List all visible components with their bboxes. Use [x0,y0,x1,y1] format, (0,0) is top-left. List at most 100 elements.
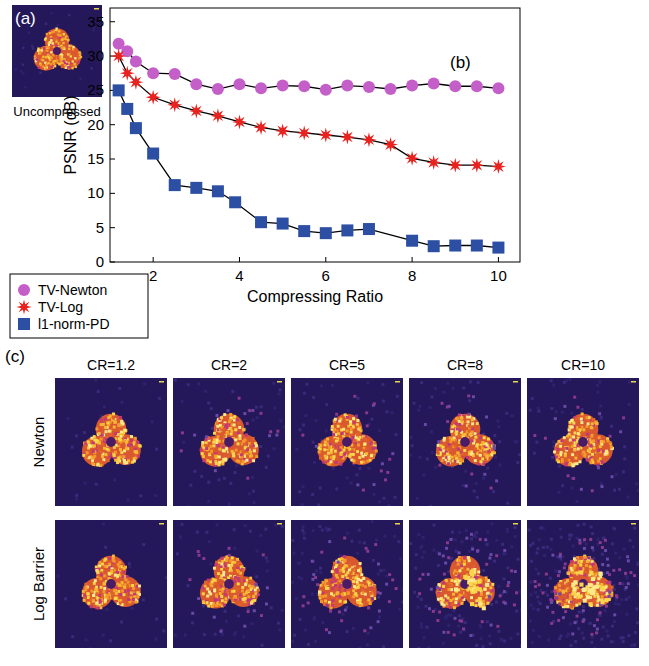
image-pixel [341,432,344,435]
image-pixel [70,55,72,57]
image-artefact [373,483,376,486]
image-noise [420,381,423,384]
image-pixel [88,444,91,447]
image-pixel [52,67,54,69]
legend-marker [18,318,30,330]
column-header: CR=10 [561,357,605,373]
data-point [275,123,290,138]
image-pixel [207,437,210,440]
image-pixel [487,437,490,440]
image-pixel [40,64,42,66]
data-point [405,151,420,166]
image-pixel [54,39,56,41]
image-noise [253,501,256,504]
data-point [406,80,418,92]
image-pixel [458,454,461,457]
image-noise [537,410,540,413]
image-noise [373,493,376,496]
image-artefact [181,431,184,434]
image-pixel [44,38,46,40]
image-noise [518,453,521,456]
image-noise [302,424,305,427]
image-pixel [95,569,98,572]
image-pixel [77,61,79,63]
image-artefact [554,417,557,420]
image-pixel [222,449,225,452]
image-pixel [58,30,60,32]
image-noise [109,639,112,642]
image-noise [497,420,500,423]
image-pixel [346,430,349,433]
image-noise [31,45,33,47]
image-artefact [467,394,470,397]
data-point [167,97,182,112]
image-artefact [424,423,427,426]
image-noise [486,467,489,470]
scale-bar [159,381,164,383]
image-pixel [589,440,592,443]
image-pixel [58,30,60,32]
image-pixel [115,592,118,595]
image-pixel [49,41,51,43]
image-artefact [259,412,262,415]
image-pixel [455,441,458,444]
image-artefact [355,415,358,418]
image-pixel [103,587,106,590]
image-pixel [455,428,458,431]
data-point [471,80,483,92]
image-pixel [220,429,223,432]
image-pixel [590,441,593,444]
image-artefact [275,434,278,437]
image-pixel [587,419,590,422]
image-noise [299,428,302,431]
data-point [341,80,353,92]
image-noise [494,456,497,459]
image-pixel [122,439,125,442]
image-pixel [589,461,592,464]
image-artefact [276,430,279,433]
legend-marker [18,284,30,296]
image-pixel [118,437,121,440]
image-background [291,378,403,506]
image-artefact [580,488,583,491]
image-pixel [120,421,123,424]
image-noise [462,386,465,389]
image-noise [106,608,109,611]
image-pixel [479,460,482,463]
image-noise [103,405,106,408]
image-noise [477,381,480,384]
image-pixel [360,461,363,464]
image-pixel [238,460,241,463]
image-pixel [125,447,128,450]
image-noise [102,634,105,637]
image-pixel [92,450,95,453]
image-pixel [118,566,121,569]
data-point [111,49,126,64]
image-pixel [93,582,96,585]
image-noise [154,638,157,641]
image-artefact [619,430,622,433]
image-noise [118,387,121,390]
image-noise [235,464,238,467]
image-pixel [84,583,87,586]
image-pixel [364,442,367,445]
image-pixel [123,586,126,589]
image-noise [71,446,74,449]
image-pixel [233,419,236,422]
image-noise [95,483,98,486]
image-pixel [99,599,102,602]
image-artefact [366,424,369,427]
image-pixel [45,64,47,66]
image-pixel [238,426,241,429]
image-pixel [352,453,355,456]
image-pixel [238,437,241,440]
image-pixel [103,447,106,450]
image-noise [128,565,131,568]
image-artefact [365,411,368,414]
image-noise [600,416,603,419]
image-pixel [46,33,48,35]
image-pixel [118,424,121,427]
image-pixel [437,444,440,447]
data-point [428,78,440,90]
image-pixel [85,586,88,589]
